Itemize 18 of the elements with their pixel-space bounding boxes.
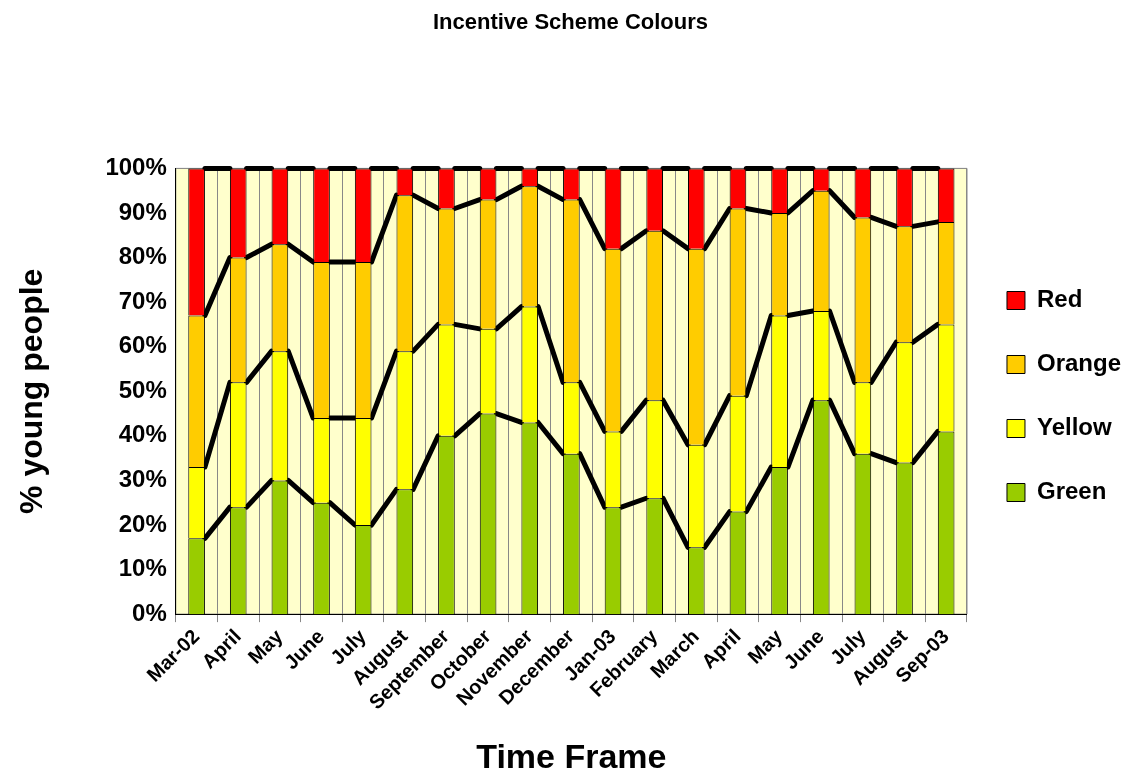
y-tick-label: 90%: [118, 197, 167, 225]
y-tick-label: 100%: [105, 153, 167, 181]
y-tick-label: 50%: [118, 375, 167, 403]
y-axis-title: % young people: [13, 268, 50, 514]
y-tick-label: 70%: [118, 286, 167, 314]
legend-label: Green: [1036, 477, 1107, 505]
y-tick-label: 40%: [118, 420, 167, 448]
y-tick-label: 60%: [118, 331, 167, 359]
legend-label: Orange: [1036, 349, 1122, 377]
y-tick-label: 0%: [132, 598, 167, 626]
y-tick-label: 30%: [118, 465, 167, 493]
x-axis-title: Time Frame: [476, 736, 667, 775]
y-tick-label: 80%: [118, 242, 167, 270]
legend-label: Red: [1036, 285, 1083, 313]
legend-label: Yellow: [1036, 413, 1112, 441]
y-tick-label: 20%: [118, 509, 167, 537]
chart-title: Incentive Scheme Colours: [432, 9, 709, 35]
y-tick-label: 10%: [118, 554, 167, 582]
